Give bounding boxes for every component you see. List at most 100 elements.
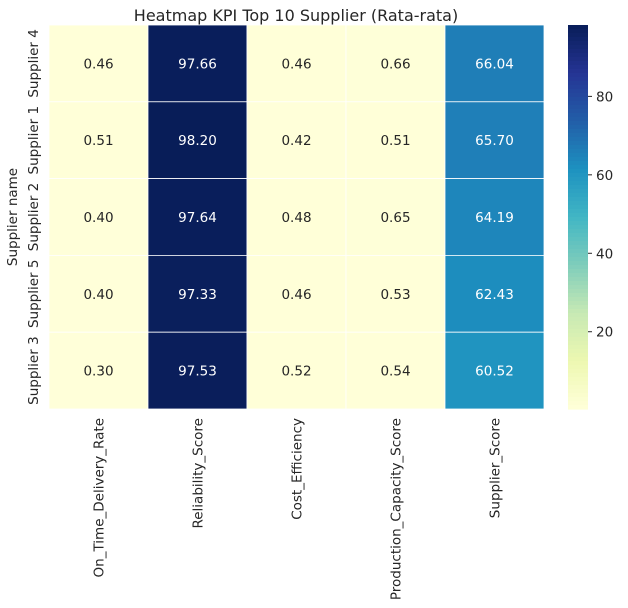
heatmap-cell (345, 24, 446, 103)
row-tick-label: Supplier 4 (26, 29, 42, 98)
row-tick-label: Supplier 3 (26, 336, 42, 405)
colorbar-segment (568, 245, 588, 250)
colorbar-segment (568, 333, 588, 338)
heatmap-cell (444, 101, 545, 180)
colorbar-tick-label: 20 (596, 325, 613, 341)
colorbar-segment (568, 89, 588, 94)
heatmap-cell-labels: 0.46 97.66 0.46 0.66 66.04 0.51 98.20 0.42 0.51 6… (83, 56, 513, 379)
colorbar-segment (568, 389, 588, 394)
colorbar-segment (568, 353, 588, 358)
cell-value-label: 0.53 (380, 287, 410, 303)
heatmap-cell (246, 178, 347, 256)
cell-value-label: 0.65 (380, 210, 410, 226)
colorbar-segment (568, 69, 588, 74)
colorbar-segment (568, 157, 588, 162)
colorbar-segment (568, 205, 588, 210)
cell-value-label: 98.20 (178, 133, 217, 149)
cell-value-label: 0.40 (83, 287, 113, 303)
colorbar-segment (568, 341, 588, 346)
colorbar-segment (568, 213, 588, 218)
colorbar-segment (568, 25, 588, 30)
colorbar-segment (568, 357, 588, 362)
colorbar-segment (568, 393, 588, 398)
colorbar-segment (568, 61, 588, 66)
heatmap-cell (147, 331, 248, 410)
heatmap-cells (48, 24, 545, 410)
colorbar-segment (568, 93, 588, 98)
colorbar-segment (568, 133, 588, 138)
colorbar-segment (568, 65, 588, 70)
colorbar-segment (568, 129, 588, 134)
colorbar-tick-label: 40 (596, 246, 613, 262)
colorbar-segment (568, 293, 588, 298)
colorbar-segment (568, 381, 588, 386)
colorbar: 20 40 60 80 (568, 25, 613, 410)
colorbar-segment (568, 49, 588, 54)
colorbar-segment (568, 121, 588, 126)
colorbar-segment (568, 401, 588, 406)
colorbar-segment (568, 281, 588, 286)
colorbar-segment (568, 285, 588, 290)
colorbar-segment (568, 37, 588, 42)
colorbar-segment (568, 405, 588, 410)
chart-title: Heatmap KPI Top 10 Supplier (Rata-rata) (134, 6, 458, 25)
colorbar-segment (568, 233, 588, 238)
column-tick-label: Supplier_Score (488, 418, 504, 518)
heatmap-cell (444, 24, 545, 103)
colorbar-segment (568, 125, 588, 130)
colorbar-segment (568, 337, 588, 342)
y-axis-label: Supplier name (5, 168, 21, 266)
cell-value-label: 0.51 (83, 133, 113, 149)
heatmap-cell (444, 331, 545, 410)
cell-value-label: 65.70 (475, 133, 514, 149)
colorbar-segment (568, 329, 588, 334)
colorbar-segment (568, 189, 588, 194)
colorbar-segment (568, 217, 588, 222)
heatmap-cell (246, 254, 347, 333)
cell-value-label: 66.04 (475, 56, 514, 72)
row-tick-label: Supplier 5 (26, 260, 42, 329)
cell-value-label: 0.48 (281, 210, 311, 226)
cell-value-label: 60.52 (475, 364, 514, 380)
colorbar-segment (568, 253, 588, 258)
colorbar-segment (568, 249, 588, 254)
colorbar-segment (568, 241, 588, 246)
colorbar-segment (568, 81, 588, 86)
colorbar-segment (568, 201, 588, 206)
colorbar-segment (568, 85, 588, 90)
colorbar-segment (568, 305, 588, 310)
colorbar-segment (568, 377, 588, 382)
heatmap-cell (48, 24, 149, 103)
colorbar-segment (568, 181, 588, 186)
colorbar-segment (568, 169, 588, 174)
colorbar-segment (568, 161, 588, 166)
cell-value-label: 97.66 (178, 56, 217, 72)
colorbar-segment (568, 325, 588, 330)
colorbar-segment (568, 29, 588, 34)
colorbar-segment (568, 309, 588, 314)
colorbar-tick-label: 60 (596, 168, 613, 184)
column-tick-label: Production_Capacity_Score (389, 418, 405, 600)
heatmap-cell (345, 178, 446, 256)
heatmap-cell (444, 178, 545, 256)
heatmap-cell (147, 254, 248, 333)
cell-value-label: 0.51 (380, 133, 410, 149)
heatmap-cell (48, 101, 149, 180)
colorbar-segment (568, 277, 588, 282)
colorbar-segment (568, 53, 588, 58)
heatmap-cell (444, 254, 545, 333)
cell-value-label: 0.46 (281, 56, 311, 72)
colorbar-segment (568, 141, 588, 146)
cell-value-label: 97.33 (178, 287, 217, 303)
colorbar-segment (568, 45, 588, 50)
colorbar-segment (568, 237, 588, 242)
cell-value-label: 0.46 (83, 56, 113, 72)
colorbar-segment (568, 273, 588, 278)
colorbar-segment (568, 109, 588, 114)
colorbar-segment (568, 193, 588, 198)
colorbar-segment (568, 173, 588, 178)
colorbar-segment (568, 313, 588, 318)
colorbar-segment (568, 361, 588, 366)
heatmap-cell (246, 24, 347, 103)
